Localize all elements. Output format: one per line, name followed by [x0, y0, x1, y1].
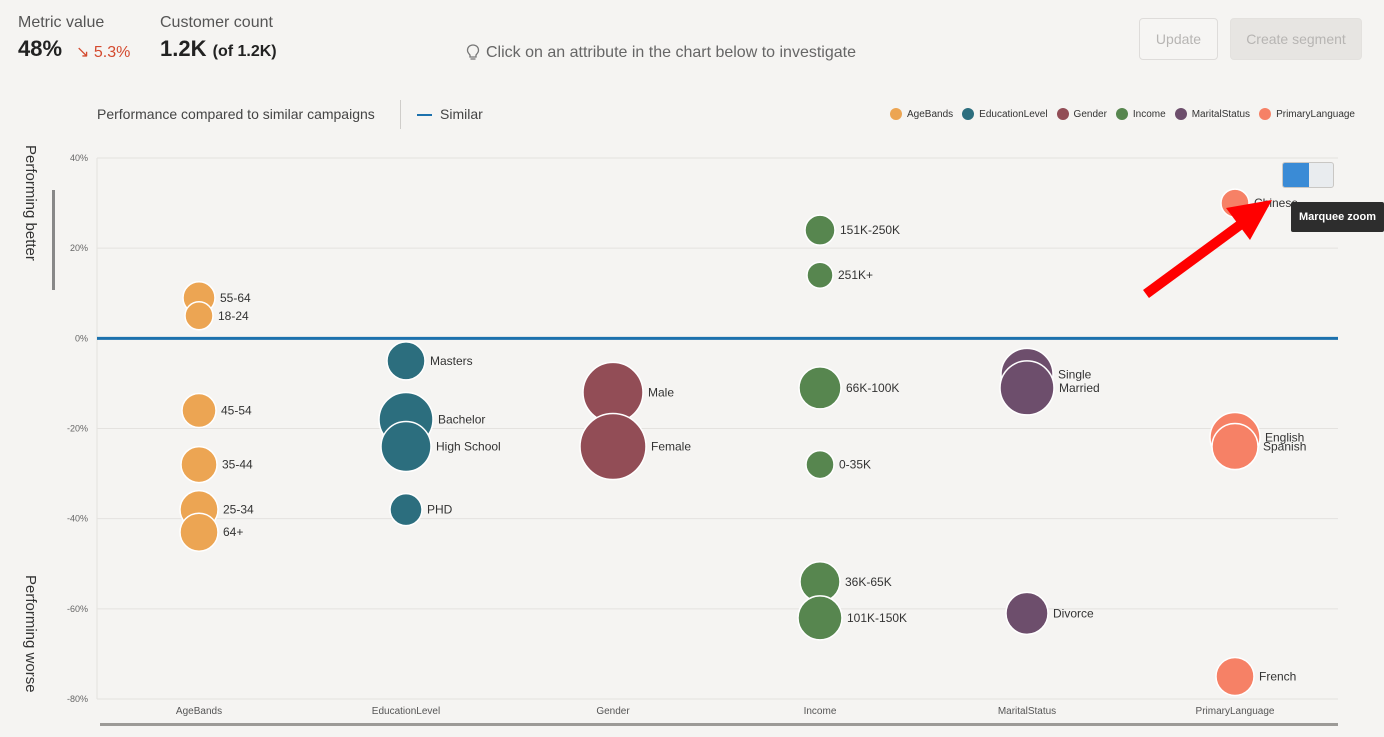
customer-count-value: 1.2K	[160, 36, 207, 61]
performing-better-bar	[52, 190, 55, 290]
legend-label: Gender	[1073, 108, 1107, 120]
bubble-income-0-35k[interactable]	[805, 449, 835, 480]
bubble-income-151k-250k[interactable]	[804, 214, 836, 246]
bubble-label: English	[1265, 431, 1304, 445]
bubble-income-66k-100k[interactable]	[798, 366, 842, 410]
x-tick-label: Gender	[596, 706, 630, 717]
y-tick-label: 20%	[70, 243, 88, 253]
bubble-income-251k-[interactable]	[806, 261, 834, 289]
bubble-label: 45-54	[221, 403, 252, 417]
performing-better-label: Performing better	[22, 145, 39, 261]
legend-item-maritalstatus[interactable]: MaritalStatus	[1174, 108, 1251, 120]
bubble-maritalstatus-divorce[interactable]	[1005, 591, 1049, 636]
bubble-label: Male	[648, 385, 674, 399]
customer-count-label: Customer count	[160, 14, 273, 31]
bubble-maritalstatus-married[interactable]	[999, 360, 1055, 416]
bubble-label: 251K+	[838, 268, 873, 282]
pan-mode-icon[interactable]	[1309, 163, 1333, 187]
legend-item-primarylanguage[interactable]: PrimaryLanguage	[1259, 108, 1355, 120]
legend-item-income[interactable]: Income	[1115, 108, 1166, 120]
legend-item-agebands[interactable]: AgeBands	[890, 108, 953, 120]
performance-label: Performance compared to similar campaign…	[97, 106, 375, 122]
bubble-label: 35-44	[222, 458, 253, 472]
x-tick-label: EducationLevel	[372, 706, 440, 717]
bubble-primarylanguage-spanish[interactable]	[1211, 422, 1259, 471]
legend-label: MaritalStatus	[1191, 108, 1251, 120]
legend-item-gender[interactable]: Gender	[1056, 108, 1107, 120]
customer-count-total: (of 1.2K)	[212, 43, 277, 60]
customer-count: 1.2K (of 1.2K)	[160, 36, 277, 62]
legend-label: Income	[1132, 108, 1166, 120]
y-tick-label: 0%	[75, 333, 88, 343]
bubble-primarylanguage-french[interactable]	[1215, 656, 1255, 697]
hint-text: Click on an attribute in the chart below…	[466, 44, 856, 62]
bubble-agebands-64-[interactable]	[179, 512, 219, 552]
legend-swatch	[890, 108, 902, 120]
marquee-zoom-icon[interactable]	[1283, 163, 1309, 187]
similar-label: Similar	[440, 106, 483, 122]
marquee-zoom-toggle[interactable]	[1282, 162, 1334, 188]
bubble-label: 18-24	[218, 309, 249, 323]
legend-label: AgeBands	[907, 108, 954, 120]
legend-label: PrimaryLanguage	[1276, 108, 1355, 120]
bubble-agebands-18-24[interactable]	[184, 301, 214, 331]
legend-swatch	[1056, 108, 1069, 120]
metric-value-label: Metric value	[18, 14, 105, 31]
zoom-tooltip: Marquee zoom	[1291, 202, 1384, 232]
legend-swatch	[1259, 108, 1272, 120]
metric-value: 48%	[18, 36, 63, 61]
bubble-label: 64+	[223, 525, 243, 539]
bubble-label: Female	[651, 440, 691, 454]
bubble-label: Masters	[430, 354, 473, 368]
legend-swatch	[1115, 108, 1128, 120]
annotation-arrow	[1143, 200, 1272, 299]
bubble-agebands-45-54[interactable]	[181, 392, 217, 429]
bubble-label: French	[1259, 669, 1296, 683]
x-tick-label: AgeBands	[176, 706, 222, 717]
y-tick-label: -80%	[67, 694, 88, 704]
bubble-educationlevel-phd[interactable]	[389, 492, 423, 527]
bubble-label: Divorce	[1053, 606, 1094, 620]
legend-swatch	[1174, 108, 1187, 120]
bubble-label: Spanish	[1263, 440, 1306, 454]
bubble-label: 66K-100K	[846, 381, 899, 395]
chart-legend: AgeBands EducationLevel Gender Income Marita…	[890, 108, 1355, 120]
lightbulb-icon	[466, 44, 480, 60]
bubble-agebands-35-44[interactable]	[180, 445, 218, 484]
create-segment-button[interactable]: Create segment	[1230, 18, 1362, 60]
toolbar-divider	[400, 100, 401, 129]
bubble-label: High School	[436, 440, 501, 454]
bubble-label: Bachelor	[438, 412, 485, 426]
legend-label: EducationLevel	[979, 108, 1048, 120]
y-tick-label: -20%	[67, 424, 88, 434]
y-tick-label: -60%	[67, 604, 88, 614]
bubble-gender-female[interactable]	[579, 412, 647, 481]
bubble-educationlevel-masters[interactable]	[386, 341, 426, 381]
bubble-educationlevel-high-school[interactable]	[380, 420, 432, 473]
bubble-label: 25-34	[223, 503, 254, 517]
bubble-label: 101K-150K	[847, 611, 907, 625]
x-tick-label: MaritalStatus	[998, 706, 1056, 717]
bubble-label: Married	[1059, 381, 1100, 395]
update-button[interactable]: Update	[1139, 18, 1218, 60]
y-tick-label: -40%	[67, 514, 88, 524]
hint-label: Click on an attribute in the chart below…	[486, 44, 856, 61]
similar-line-swatch	[417, 114, 432, 116]
performing-worse-label: Performing worse	[22, 575, 39, 693]
bubble-label: 0-35K	[839, 458, 871, 472]
bubble-income-101k-150k[interactable]	[797, 595, 843, 641]
legend-swatch	[962, 108, 975, 120]
bubble-label: PHD	[427, 503, 453, 517]
y-tick-label: 40%	[70, 153, 88, 163]
legend-item-educationlevel[interactable]: EducationLevel	[962, 108, 1048, 120]
bubble-label: 55-64	[220, 291, 251, 305]
x-tick-label: Income	[804, 706, 837, 717]
horizontal-scrollbar[interactable]	[100, 723, 1338, 726]
bubble-label: Single	[1058, 367, 1092, 381]
metric-trend: ↘ 5.3%	[76, 44, 131, 61]
bubble-label: 151K-250K	[840, 223, 900, 237]
x-tick-label: PrimaryLanguage	[1196, 706, 1275, 717]
bubble-label: 36K-65K	[845, 575, 892, 589]
